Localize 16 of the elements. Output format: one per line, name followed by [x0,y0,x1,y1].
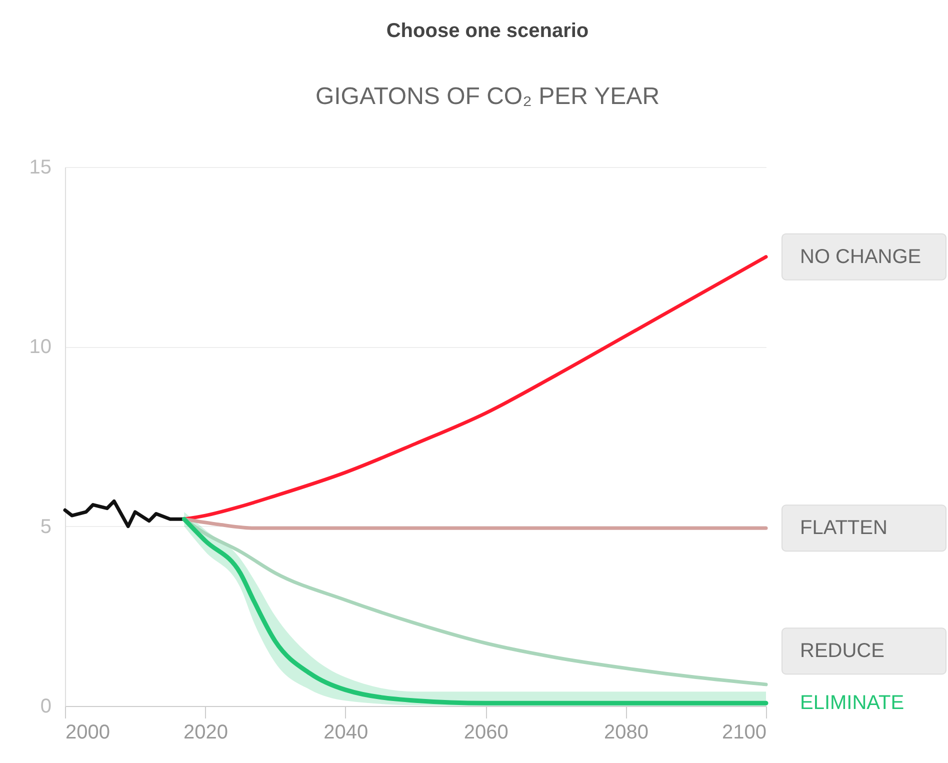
text: REDUCE [800,640,884,662]
series-label: NO CHANGE [800,246,922,268]
x-tick-label: 2000 [66,722,110,744]
series-label: ELIMINATE [800,692,904,714]
series-label: FLATTEN [800,517,888,540]
x-tick-label: 2040 [324,722,368,744]
y-axis-title: GIGATONS OF CO₂ PER YEAR [315,83,660,110]
y-tick-label: 0 [40,696,52,718]
y-tick-label: 15 [29,156,52,178]
x-tick-label: 2020 [183,722,228,744]
y-tick-label: 10 [29,336,52,358]
x-tick-label: 2080 [604,722,649,744]
y-tick-label: 5 [40,516,52,538]
chart-title: Choose one scenario [386,20,589,42]
x-tick-label: 2100 [722,722,766,744]
x-tick-label: 2060 [464,722,508,744]
